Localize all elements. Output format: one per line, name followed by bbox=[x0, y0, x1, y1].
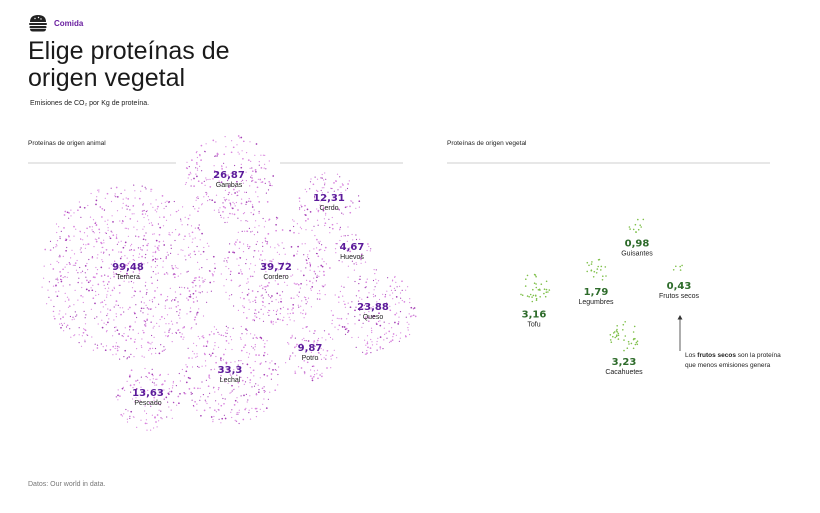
bubble-label-huevos: Huevos bbox=[340, 254, 364, 261]
bubble-cordero[interactable] bbox=[220, 216, 331, 326]
bubble-tofu[interactable] bbox=[520, 273, 551, 303]
burger-icon bbox=[29, 15, 47, 32]
bubble-value-legumbres: 1,79 bbox=[584, 287, 609, 298]
bubble-label-ternera: Ternera bbox=[116, 274, 140, 281]
bubble-label-potro: Potro bbox=[302, 355, 319, 362]
bubbles-layer bbox=[41, 135, 683, 431]
bubble-value-huevos: 4,67 bbox=[340, 242, 365, 253]
bubble-cerdo[interactable] bbox=[298, 172, 361, 234]
bubble-label-tofu: Tofu bbox=[527, 322, 540, 329]
bubble-label-legumbres: Legumbres bbox=[578, 299, 614, 306]
bubble-label-lechal: Lechal bbox=[220, 377, 241, 384]
bubble-value-guisantes: 0,98 bbox=[625, 239, 650, 250]
bubble-label-gambas: Gambas bbox=[216, 182, 243, 189]
bubble-pescado[interactable] bbox=[115, 367, 181, 431]
bubble-value-cerdo: 12,31 bbox=[313, 193, 345, 204]
bubble-value-tofu: 3,16 bbox=[522, 310, 547, 321]
note-text-strong: frutos secos bbox=[697, 352, 736, 359]
category-label[interactable]: Comida bbox=[54, 18, 84, 28]
vegetal-section-label: Proteínas de origen vegetal bbox=[447, 140, 527, 147]
bubble-ternera[interactable] bbox=[41, 184, 216, 360]
bubble-label-guisantes: Guisantes bbox=[621, 251, 653, 258]
bubble-label-cordero: Cordero bbox=[263, 274, 288, 281]
bubble-value-cordero: 39,72 bbox=[260, 262, 292, 273]
bubble-value-ternera: 99,48 bbox=[112, 262, 144, 273]
bubble-value-frutos-secos: 0,43 bbox=[667, 281, 692, 292]
annotation-note: Los frutos secos son la proteína que men… bbox=[685, 351, 785, 370]
bubble-huevos[interactable] bbox=[334, 233, 372, 271]
bubble-label-pescado: Pescado bbox=[134, 400, 161, 407]
bubble-value-gambas: 26,87 bbox=[213, 170, 245, 181]
bubble-value-lechal: 33,3 bbox=[218, 365, 243, 376]
bubble-label-frutos-secos: Frutos secos bbox=[659, 293, 700, 300]
note-text-post: son la proteína que menos emisiones gene… bbox=[685, 352, 781, 369]
animal-section-label: Proteínas de origen animal bbox=[28, 140, 106, 147]
bubble-labels-layer: 99,48Ternera39,72Cordero33,3Lechal26,87G… bbox=[112, 170, 699, 407]
bubble-label-cacahuetes: Cacahuetes bbox=[605, 369, 643, 376]
header: Comida bbox=[28, 14, 83, 32]
note-text-pre: Los bbox=[685, 352, 698, 359]
bubble-guisantes[interactable] bbox=[628, 218, 645, 233]
bubble-potro[interactable] bbox=[285, 326, 338, 382]
bubble-legumbres[interactable] bbox=[586, 258, 607, 281]
bubble-lechal[interactable] bbox=[178, 325, 280, 425]
bubble-frutos-secos[interactable] bbox=[672, 264, 683, 271]
bubble-cacahuetes[interactable] bbox=[609, 321, 639, 352]
bubble-label-cerdo: Cerdo bbox=[319, 205, 338, 212]
note-arrow-head bbox=[677, 315, 683, 320]
bubble-value-pescado: 13,63 bbox=[132, 388, 164, 399]
bubble-value-potro: 9,87 bbox=[298, 343, 323, 354]
page-title: Elige proteínas de origen vegetal bbox=[28, 37, 230, 92]
bubble-value-cacahuetes: 3,23 bbox=[612, 357, 637, 368]
category-badge: Comida bbox=[28, 14, 83, 32]
data-source: Datos: Our world in data. bbox=[28, 481, 106, 488]
bubble-label-queso: Queso bbox=[363, 314, 384, 321]
bubble-gambas[interactable] bbox=[184, 135, 275, 224]
bubble-value-queso: 23,88 bbox=[357, 302, 389, 313]
page-subtitle: Emisiones de CO₂ por Kg de proteína. bbox=[30, 100, 150, 107]
bubble-queso[interactable] bbox=[330, 269, 417, 355]
